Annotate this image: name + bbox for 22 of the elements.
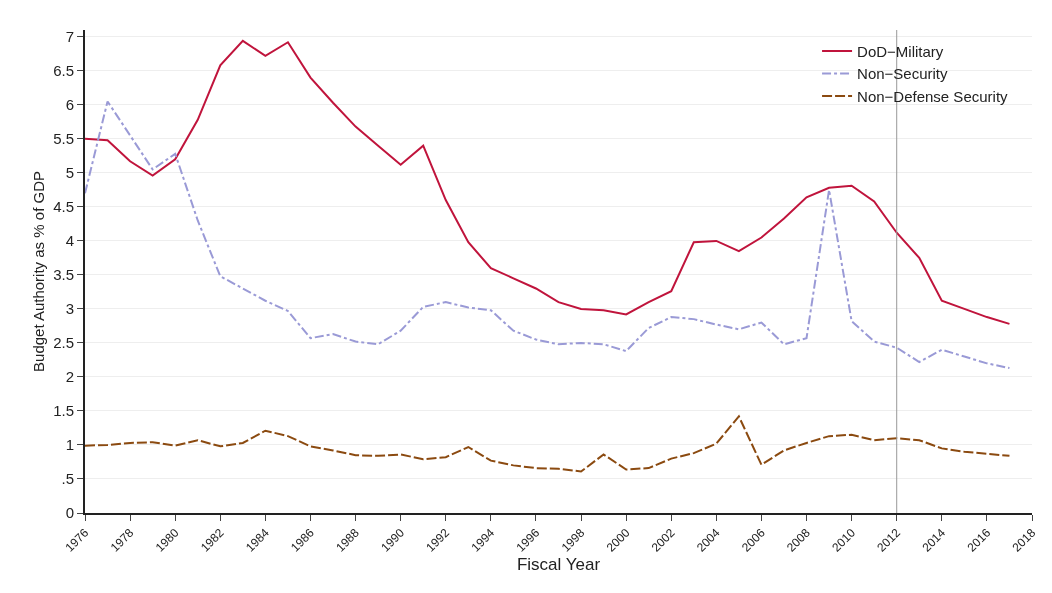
y-tick-label: 6.5 <box>53 62 74 80</box>
y-tick-label: 4 <box>65 232 74 250</box>
y-tick-label: 4.5 <box>53 198 74 216</box>
legend-label: DoD−Military <box>857 42 944 60</box>
y-tick-label: 3 <box>65 300 74 318</box>
y-axis-title: Budget Authority as % of GDP <box>30 171 47 372</box>
x-axis-title: Fiscal Year <box>516 554 601 574</box>
y-tick-label: 5.5 <box>53 130 74 148</box>
y-tick-label: 1.5 <box>53 402 74 420</box>
y-tick-label: 1 <box>65 436 74 454</box>
line-series <box>85 39 1011 325</box>
y-tick-label: 2 <box>65 368 74 386</box>
legend-label: Non−Defense Security <box>857 87 1009 105</box>
y-tick-label: 3.5 <box>53 266 74 284</box>
y-tick-label: .5 <box>61 470 74 488</box>
y-tick-label: 0 <box>65 504 74 522</box>
y-tick-label: 6 <box>65 96 74 114</box>
line-series <box>85 415 1011 473</box>
y-tick-label: 5 <box>65 164 74 182</box>
legend-label: Non−Security <box>857 65 949 83</box>
y-tick-label: 2.5 <box>53 334 74 352</box>
y-tick-label: 7 <box>65 28 74 46</box>
